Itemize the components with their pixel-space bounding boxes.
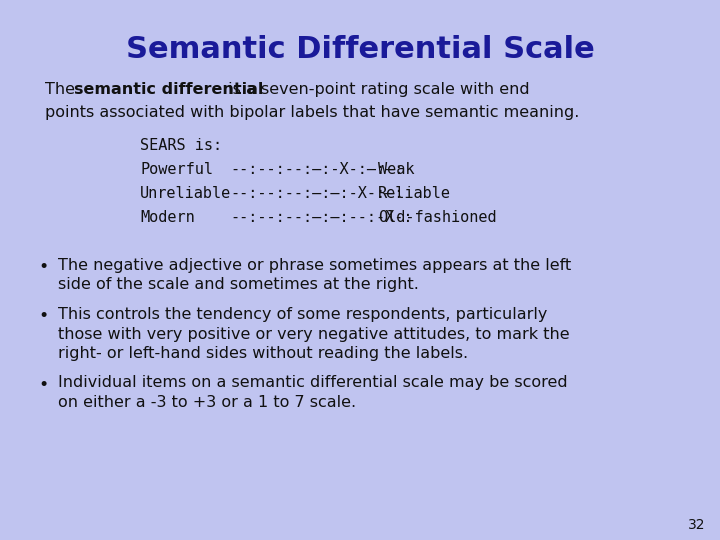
Text: semantic differential: semantic differential: [74, 82, 264, 97]
Text: points associated with bipolar labels that have semantic meaning.: points associated with bipolar labels th…: [45, 105, 580, 120]
Text: right- or left-hand sides without reading the labels.: right- or left-hand sides without readin…: [58, 346, 468, 361]
Text: Reliable: Reliable: [378, 186, 451, 201]
Text: Old-fashioned: Old-fashioned: [378, 210, 497, 225]
Text: --:--:--:–:–:--:-X-:: --:--:--:–:–:--:-X-:: [230, 210, 413, 225]
Text: The: The: [45, 82, 80, 97]
Text: on either a -3 to +3 or a 1 to 7 scale.: on either a -3 to +3 or a 1 to 7 scale.: [58, 395, 356, 410]
Text: --:--:--:–:-X-:–:–:: --:--:--:–:-X-:–:–:: [230, 162, 403, 177]
Text: The negative adjective or phrase sometimes appears at the left: The negative adjective or phrase sometim…: [58, 258, 571, 273]
Text: --:--:--:–:–:-X-:–:: --:--:--:–:–:-X-:–:: [230, 186, 403, 201]
Text: •: •: [38, 307, 48, 325]
Text: SEARS is:: SEARS is:: [140, 138, 222, 153]
Text: those with very positive or very negative attitudes, to mark the: those with very positive or very negativ…: [58, 327, 570, 341]
Text: Powerful: Powerful: [140, 162, 213, 177]
Text: Modern: Modern: [140, 210, 194, 225]
Text: Weak: Weak: [378, 162, 415, 177]
Text: Semantic Differential Scale: Semantic Differential Scale: [125, 35, 595, 64]
Text: •: •: [38, 258, 48, 276]
Text: 32: 32: [688, 518, 705, 532]
Text: Individual items on a semantic differential scale may be scored: Individual items on a semantic different…: [58, 375, 567, 390]
Text: is a seven-point rating scale with end: is a seven-point rating scale with end: [223, 82, 530, 97]
Text: Unreliable: Unreliable: [140, 186, 231, 201]
Text: side of the scale and sometimes at the right.: side of the scale and sometimes at the r…: [58, 278, 419, 293]
Text: •: •: [38, 375, 48, 394]
Text: This controls the tendency of some respondents, particularly: This controls the tendency of some respo…: [58, 307, 547, 322]
